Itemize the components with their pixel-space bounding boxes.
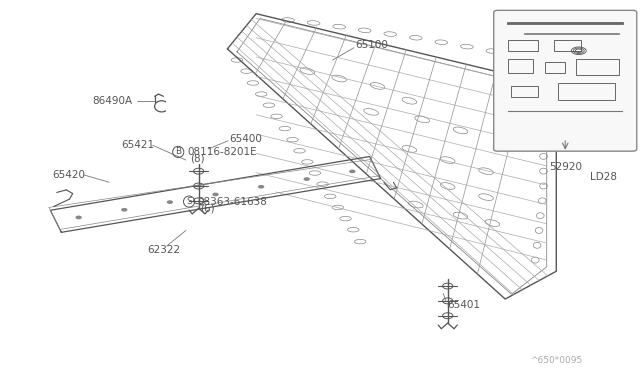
Text: 65100: 65100: [355, 40, 388, 50]
Circle shape: [212, 193, 219, 196]
Circle shape: [349, 170, 356, 173]
Bar: [559, 83, 615, 100]
Text: LD28: LD28: [589, 172, 616, 182]
Bar: [508, 59, 532, 73]
Circle shape: [258, 185, 264, 189]
Text: ^650*0095: ^650*0095: [530, 356, 582, 365]
Bar: [511, 86, 538, 97]
Text: 65421: 65421: [121, 140, 154, 150]
Text: S: S: [186, 197, 192, 206]
Text: (6): (6): [200, 203, 215, 213]
Bar: [576, 59, 620, 75]
Circle shape: [166, 200, 173, 204]
Bar: [508, 40, 538, 51]
FancyBboxPatch shape: [493, 10, 637, 151]
Text: (8): (8): [190, 154, 205, 164]
Text: 52920: 52920: [548, 163, 582, 173]
Text: 65401: 65401: [448, 299, 481, 310]
Bar: [545, 62, 565, 73]
Text: 08116-8201E: 08116-8201E: [187, 147, 257, 157]
Text: 08363-61638: 08363-61638: [197, 196, 268, 206]
Text: 65420: 65420: [52, 170, 84, 180]
Circle shape: [76, 216, 82, 219]
Text: B: B: [175, 147, 181, 156]
Text: 62322: 62322: [148, 245, 180, 255]
Circle shape: [121, 208, 127, 212]
Text: 65400: 65400: [229, 134, 262, 144]
Text: 86490A: 86490A: [92, 96, 132, 106]
Bar: [554, 40, 582, 51]
Circle shape: [303, 177, 310, 181]
